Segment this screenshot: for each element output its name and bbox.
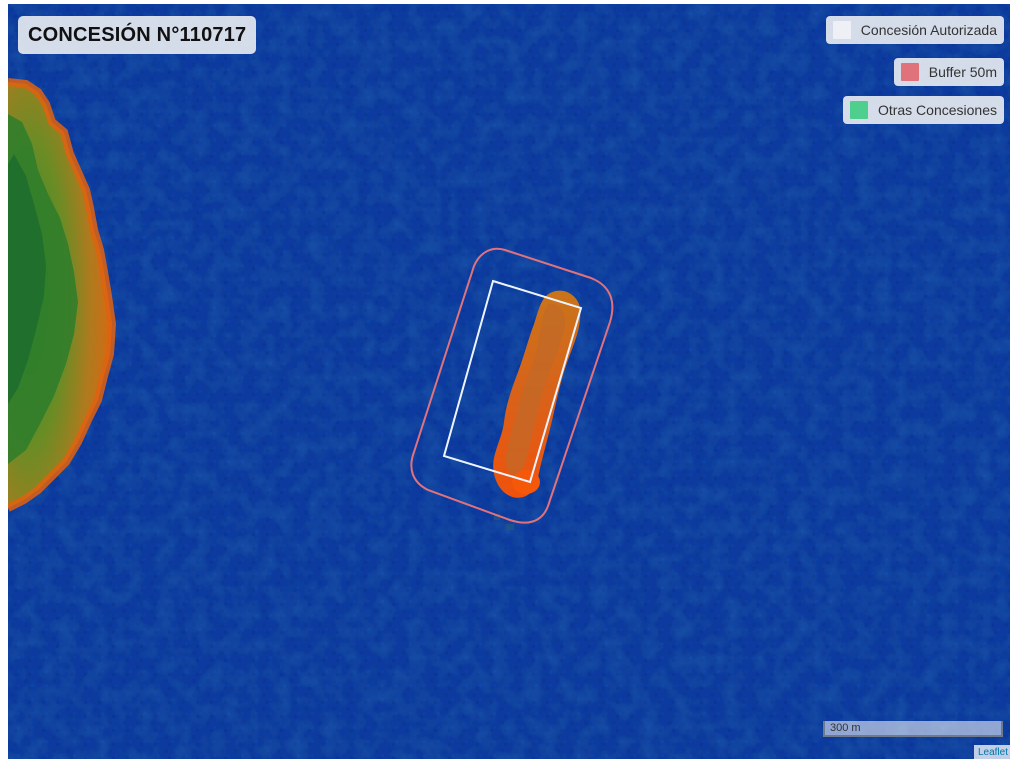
legend-swatch-red	[900, 63, 919, 81]
map-view[interactable]: CONCESIÓN N°110717 Concesión Autorizada …	[8, 4, 1010, 759]
legend-label-authorized: Concesión Autorizada	[860, 22, 997, 38]
legend-label-buffer: Buffer 50m	[928, 64, 997, 80]
legend-swatch-green	[849, 101, 868, 119]
legend-other-concessions[interactable]: Otras Concesiones	[842, 96, 1004, 124]
satellite-imagery	[8, 4, 1010, 759]
reef-feature	[493, 290, 581, 530]
concession-title: CONCESIÓN N°110717	[18, 16, 257, 54]
authorized-concession-polygon[interactable]	[442, 279, 583, 484]
scale-bar: 300 m	[823, 721, 1003, 737]
legend-label-other: Otras Concesiones	[877, 102, 997, 118]
coastline-land	[8, 78, 117, 512]
attribution-link[interactable]: Leaflet	[973, 745, 1010, 759]
buffer-50m-polygon[interactable]	[410, 247, 614, 524]
legend-buffer-50m[interactable]: Buffer 50m	[893, 58, 1004, 86]
legend-swatch-white	[832, 21, 851, 39]
legend-authorized-concession[interactable]: Concesión Autorizada	[825, 16, 1004, 44]
